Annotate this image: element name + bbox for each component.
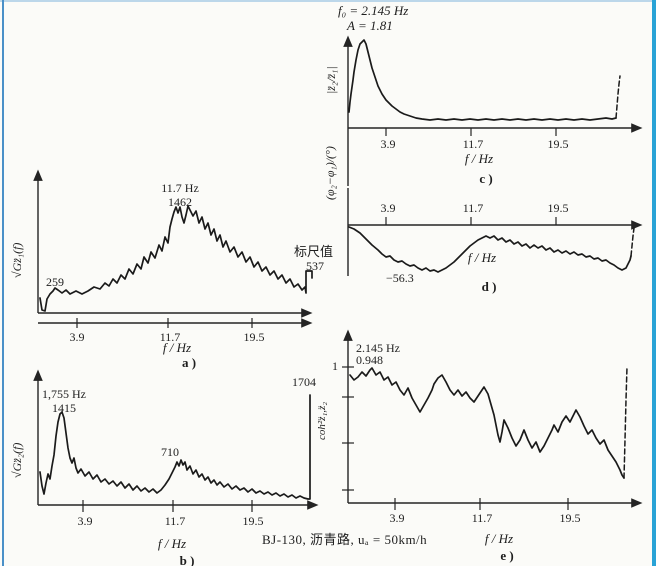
x-tick-1: 3.9	[69, 330, 85, 344]
x-tick-2: 11.7	[462, 137, 484, 151]
x-tick-3: 19.5	[547, 137, 569, 151]
chart-d-plot	[347, 188, 643, 276]
border-left	[2, 0, 4, 566]
x-tick-1: 3.9	[380, 201, 396, 215]
peak-freq-label: 1,755 Hz	[42, 387, 86, 401]
min-value-label: −56.3	[386, 271, 414, 285]
chart-b-plot	[33, 369, 319, 512]
y-tick-1: 1	[332, 359, 338, 373]
spectrum-curve-e	[349, 367, 625, 479]
scale-value-label: 537	[306, 259, 324, 273]
coh-value-label: 0.948	[356, 353, 383, 367]
x-axis-label: f / Hz	[467, 250, 497, 265]
caption-b: b )	[179, 553, 195, 566]
test-condition-caption: BJ-130, 沥青路, uₐ = 50km/h	[262, 532, 428, 547]
spectrum-curve-c-dashed	[615, 75, 621, 119]
border-right	[652, 0, 656, 566]
spectrum-curve-d-dashed	[630, 227, 635, 257]
spectrum-curve-a	[39, 205, 313, 312]
x-tick-3: 19.5	[242, 514, 264, 528]
x-tick-2: 11.7	[164, 514, 186, 528]
chart-d: 3.9 11.7 19.5 −56.3 f / Hz d )	[326, 188, 660, 295]
caption-e: e )	[500, 548, 514, 563]
border-top	[0, 0, 662, 2]
peak-freq-label: 11.7 Hz	[161, 181, 199, 195]
peak-value-label: 1462	[168, 195, 192, 209]
coh-freq-label: 2.145 Hz	[356, 341, 400, 355]
chart-a-plot	[33, 169, 313, 328]
spectrum-curve-e-dashed	[623, 366, 628, 479]
x-tick-3: 19.5	[547, 201, 569, 215]
x-tick-3: 19.5	[559, 511, 581, 525]
chart-a: 11.7 Hz 1462 259 标尺值 537 3.9 11.7 19.5 f…	[10, 158, 334, 370]
scale-name-label: 标尺值	[294, 244, 334, 259]
x-tick-1: 3.9	[77, 514, 93, 528]
caption-a: a )	[181, 355, 197, 370]
border-right-margin	[656, 0, 662, 566]
edge-value-label: 1704	[292, 375, 316, 389]
x-tick-2: 11.7	[462, 201, 484, 215]
x-tick-3: 19.5	[243, 330, 265, 344]
x-axis-label: f / Hz	[464, 151, 494, 166]
mid-value-label: 710	[161, 445, 179, 459]
low-value-label: 259	[46, 275, 64, 289]
x-tick-2: 11.7	[159, 330, 181, 344]
chart-c: f₀ = 2.145 Hz A = 1.81 3.9 11.7 19.5 f /…	[326, 2, 660, 188]
x-tick-1: 3.9	[380, 137, 396, 151]
x-axis-label: f / Hz	[157, 536, 187, 551]
x-tick-2: 11.7	[471, 511, 493, 525]
chart-e: 1 2.145 Hz 0.948 3.9 11.7 19.5 f / Hz e …	[326, 320, 660, 566]
x-tick-1: 3.9	[389, 511, 405, 525]
caption-d: d )	[481, 279, 497, 294]
chart-e-plot	[342, 329, 643, 510]
caption-c: c )	[479, 171, 493, 186]
spectrum-curve-b	[39, 394, 311, 500]
chart-b: 1,755 Hz 1415 710 1704 3.9 11.7 19.5 f /…	[10, 362, 332, 566]
x-axis-label: f / Hz	[484, 531, 514, 546]
spectrum-curve-c	[348, 39, 617, 121]
x-axis-label: f / Hz	[162, 340, 192, 355]
chart-c-plot	[343, 35, 643, 186]
spectrum-curve-d	[348, 226, 632, 273]
peak-value-label: 1415	[52, 401, 76, 415]
f0-annotation: f₀ = 2.145 Hz	[338, 3, 409, 18]
amplitude-annotation: A = 1.81	[347, 18, 393, 33]
